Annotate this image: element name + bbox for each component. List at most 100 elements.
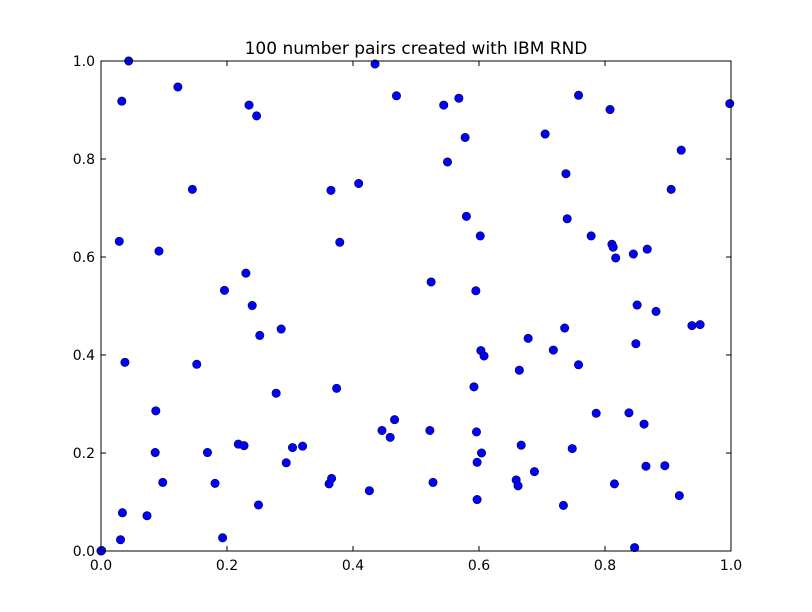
- x-tick-label: 1.0: [720, 558, 742, 574]
- data-point: [548, 345, 558, 355]
- data-point: [516, 440, 526, 450]
- y-tick-label: 0.2: [73, 446, 95, 462]
- y-tick-label: 1.0: [73, 54, 95, 70]
- points-layer: [96, 56, 735, 556]
- plot-area-frame: [100, 60, 732, 552]
- data-point: [377, 425, 387, 435]
- data-point: [477, 448, 487, 458]
- data-point: [254, 500, 264, 510]
- data-point: [151, 406, 161, 416]
- data-point: [276, 324, 286, 334]
- data-point: [608, 242, 618, 252]
- data-point: [560, 323, 570, 333]
- data-point: [540, 129, 550, 139]
- data-point: [591, 408, 601, 418]
- data-point: [695, 320, 705, 330]
- data-point: [513, 481, 523, 491]
- data-point: [674, 491, 684, 501]
- data-point: [630, 543, 640, 553]
- chart-title: 100 number pairs created with IBM RND: [245, 39, 588, 59]
- data-point: [281, 458, 291, 468]
- y-tick-label: 0.8: [73, 152, 95, 168]
- x-tick-label: 0.0: [90, 558, 112, 574]
- data-point: [391, 91, 401, 101]
- data-point: [241, 268, 251, 278]
- data-point: [117, 508, 127, 518]
- data-point: [628, 249, 638, 259]
- data-point: [158, 477, 168, 487]
- y-tick-label: 0.6: [73, 250, 95, 266]
- data-point: [239, 441, 249, 451]
- data-point: [390, 415, 400, 425]
- data-point: [523, 333, 533, 343]
- data-point: [605, 105, 615, 115]
- data-point: [426, 277, 436, 287]
- data-point: [574, 360, 584, 370]
- data-point: [271, 388, 281, 398]
- data-point: [687, 321, 697, 331]
- data-point: [442, 157, 452, 167]
- data-point: [460, 132, 470, 142]
- data-point: [574, 90, 584, 100]
- data-point: [335, 237, 345, 247]
- data-point: [475, 231, 485, 241]
- data-point: [471, 286, 481, 296]
- data-point: [439, 100, 449, 110]
- x-tick-label: 0.2: [216, 558, 238, 574]
- data-point: [116, 535, 126, 545]
- data-point: [725, 99, 735, 109]
- data-point: [332, 383, 342, 393]
- data-point: [219, 285, 229, 295]
- data-point: [676, 145, 686, 155]
- data-point: [150, 448, 160, 458]
- data-point: [611, 253, 621, 263]
- data-point: [385, 432, 395, 442]
- data-point: [472, 495, 482, 505]
- data-point: [364, 486, 374, 496]
- data-point: [666, 184, 676, 194]
- data-point: [660, 461, 670, 471]
- data-point: [114, 236, 124, 246]
- data-point: [609, 479, 619, 489]
- data-point: [425, 425, 435, 435]
- data-point: [354, 179, 364, 189]
- data-point: [370, 59, 380, 69]
- data-point: [639, 419, 649, 429]
- data-point: [252, 111, 262, 121]
- data-point: [632, 300, 642, 310]
- data-point: [218, 533, 228, 543]
- data-point: [327, 473, 337, 483]
- data-point: [479, 351, 489, 361]
- x-tick-label: 0.4: [342, 558, 364, 574]
- data-point: [651, 306, 661, 316]
- data-point: [631, 339, 641, 349]
- x-tick-label: 0.6: [468, 558, 490, 574]
- data-point: [326, 185, 336, 195]
- y-tick-label: 0.0: [73, 544, 95, 560]
- data-point: [247, 301, 257, 311]
- data-point: [244, 100, 254, 110]
- data-point: [567, 444, 577, 454]
- ticks-layer: [100, 60, 732, 552]
- x-tick-label: 0.8: [594, 558, 616, 574]
- data-point: [120, 357, 130, 367]
- data-point: [471, 427, 481, 437]
- data-point: [562, 214, 572, 224]
- data-point: [187, 184, 197, 194]
- data-point: [642, 244, 652, 254]
- data-point: [428, 477, 438, 487]
- data-point: [117, 96, 127, 106]
- data-point: [154, 246, 164, 256]
- data-point: [202, 448, 212, 458]
- data-point: [529, 467, 539, 477]
- data-point: [288, 443, 298, 453]
- data-point: [461, 211, 471, 221]
- data-point: [641, 461, 651, 471]
- data-point: [298, 441, 308, 451]
- tick-labels-layer: 0.0 0.2 0.4 0.6 0.8 1.0 0.0 0.2 0.4 0.6 0.8 1.0: [73, 54, 742, 574]
- data-point: [255, 330, 265, 340]
- data-point: [142, 511, 152, 521]
- data-point: [173, 82, 183, 92]
